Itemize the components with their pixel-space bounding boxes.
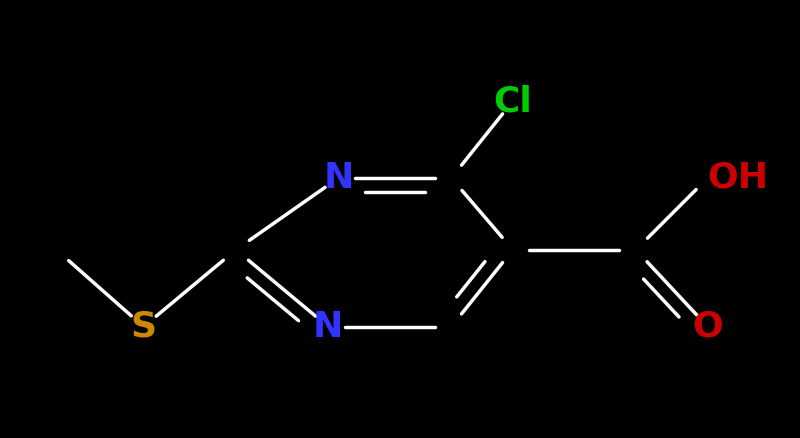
Text: N: N bbox=[323, 161, 354, 195]
Text: Cl: Cl bbox=[494, 84, 532, 118]
Text: S: S bbox=[130, 310, 157, 344]
Text: OH: OH bbox=[708, 161, 769, 195]
Text: O: O bbox=[692, 310, 723, 344]
Text: N: N bbox=[313, 310, 343, 344]
